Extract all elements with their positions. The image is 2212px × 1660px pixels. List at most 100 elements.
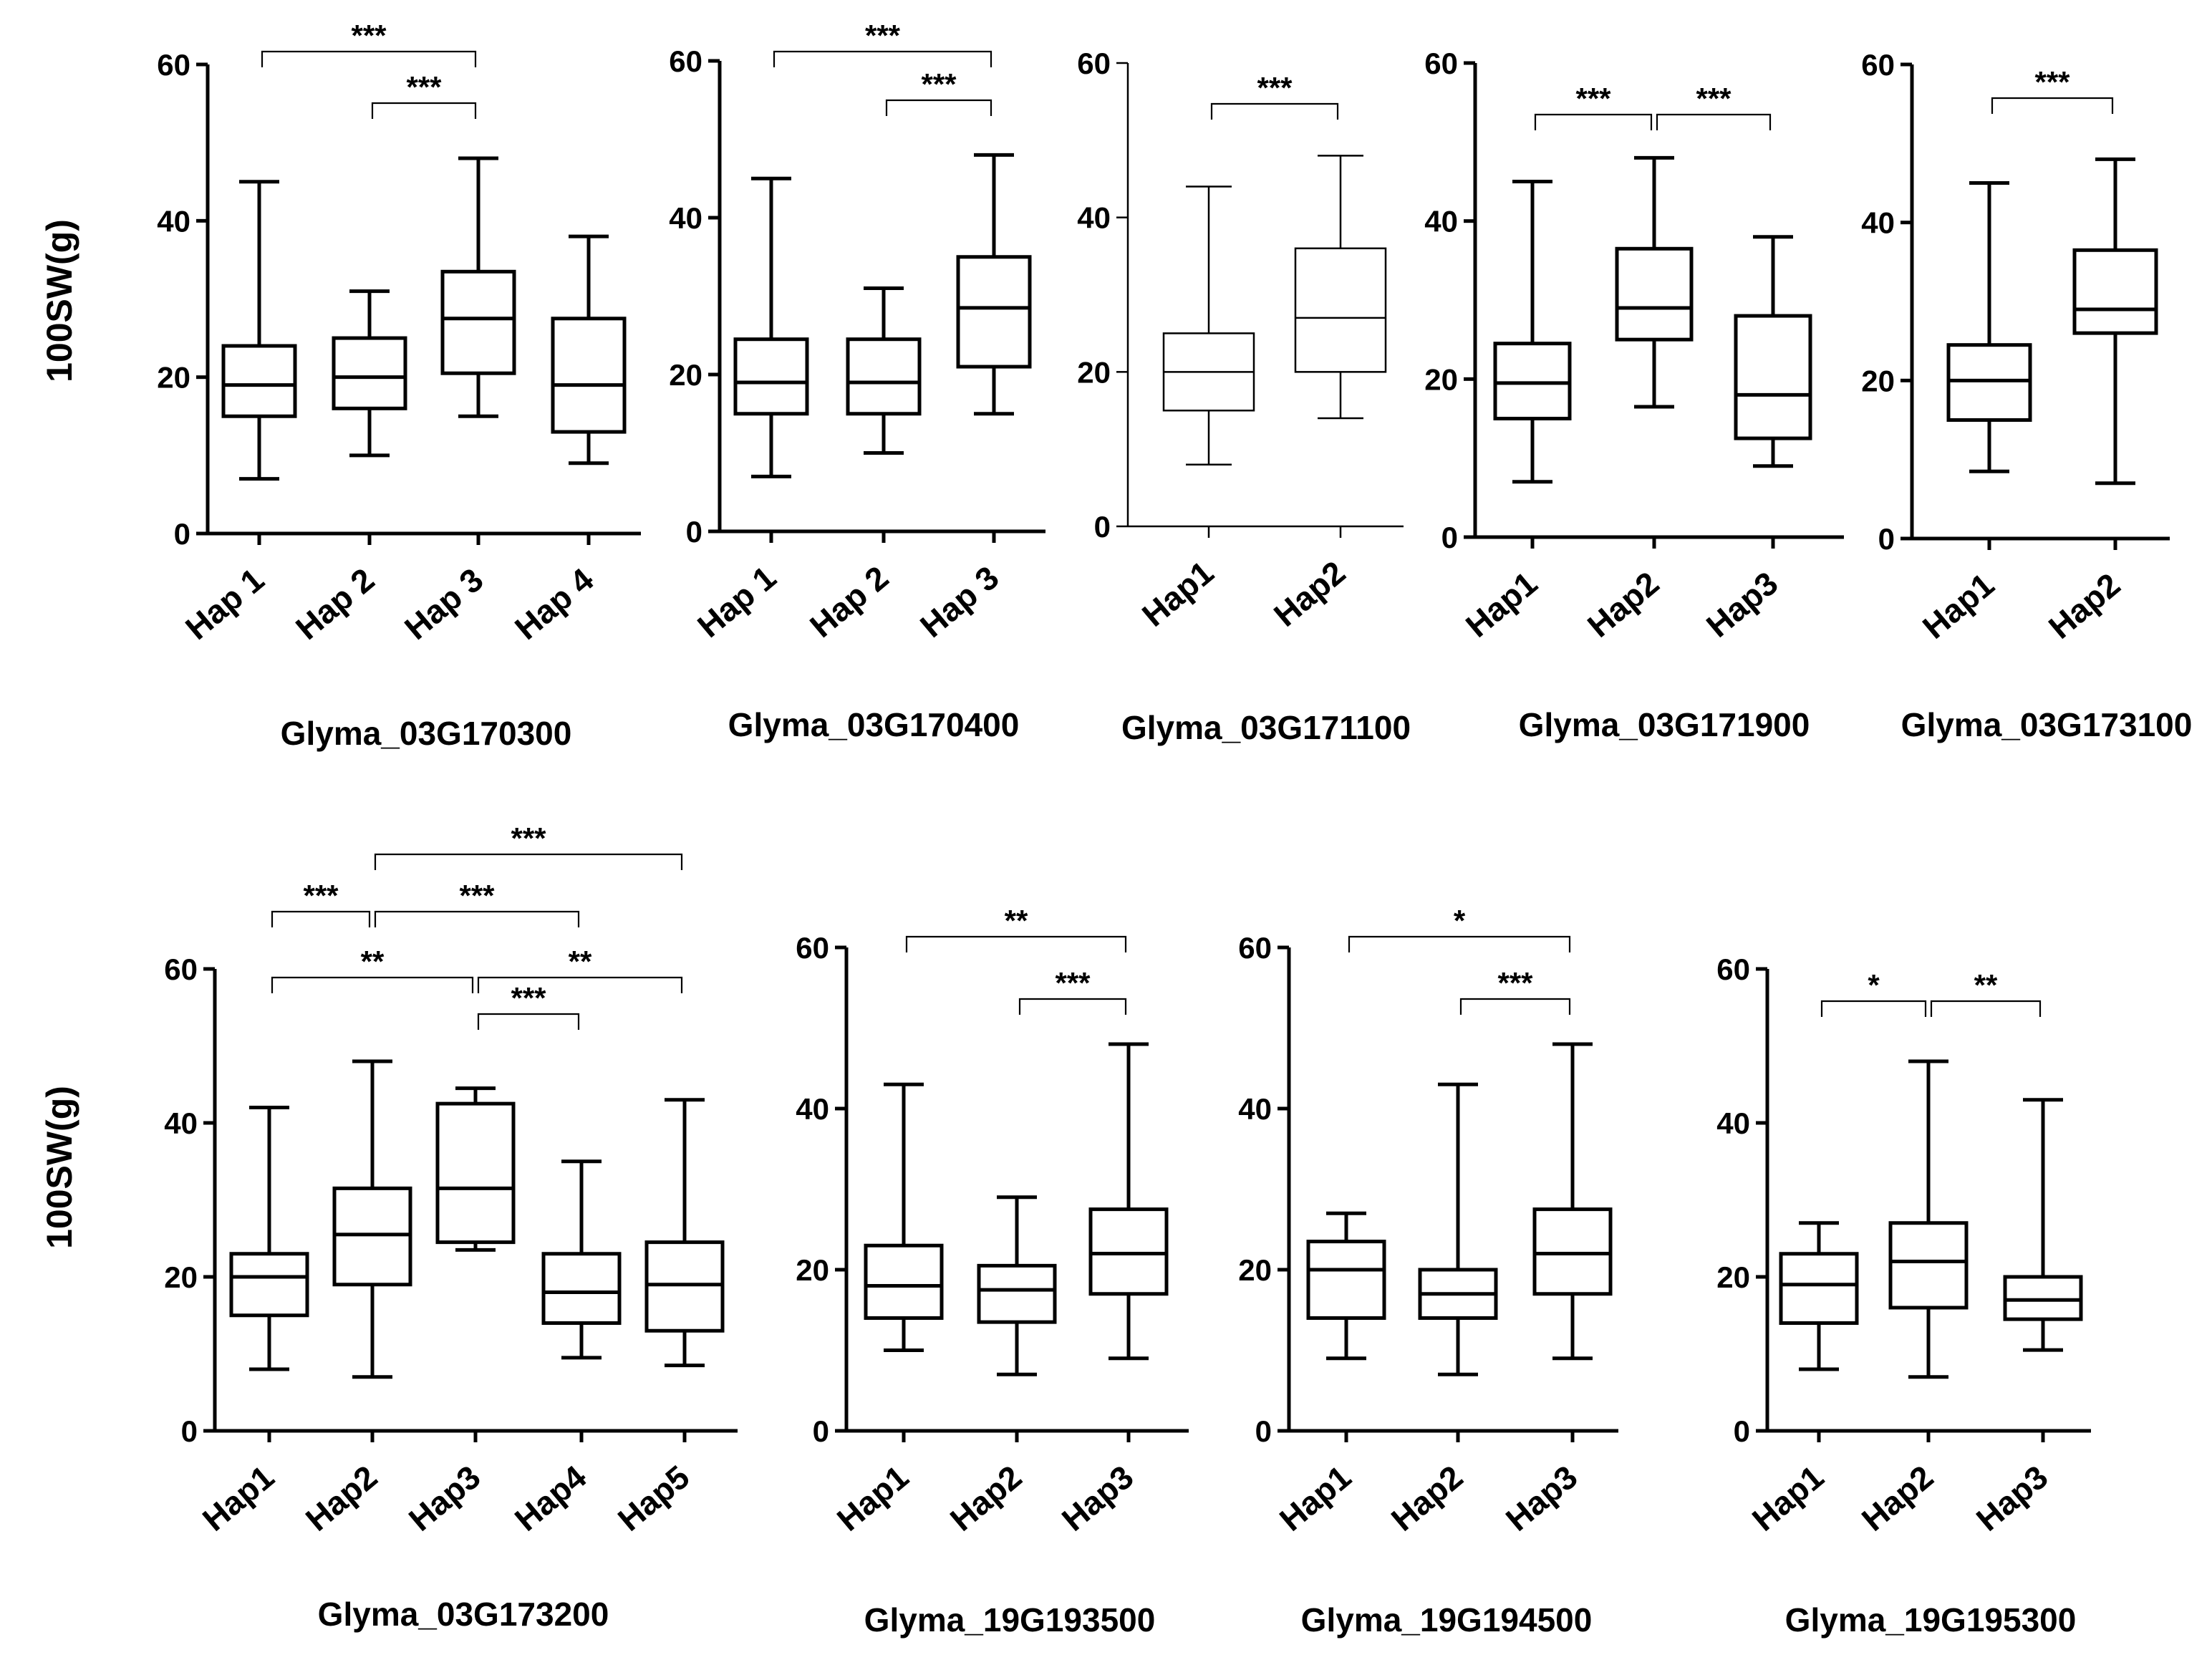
y-tick-label: 60	[796, 931, 829, 965]
iqr-box	[1779, 1252, 1859, 1325]
bracket-line	[905, 935, 1127, 952]
x-tick-label: Hap 4	[508, 561, 601, 647]
box-2	[846, 286, 922, 455]
box-2	[332, 289, 407, 458]
significance-bracket: ***	[1656, 82, 1772, 130]
bracket-line	[271, 976, 474, 993]
x-tick-label: Hap 3	[397, 561, 490, 647]
box-2	[332, 1059, 412, 1379]
bracket-line	[374, 853, 683, 870]
box-1	[221, 180, 297, 481]
iqr-box	[1532, 1207, 1613, 1296]
y-tick-label: 40	[669, 201, 702, 235]
bracket-line	[1459, 998, 1571, 1015]
significance-label: **	[1005, 904, 1028, 937]
chart-panel-1: 0 20 40 60 Hap 1 Hap 2 Hap 3 Hap 4 *** *** Glyma_0…	[157, 19, 641, 752]
significance-bracket: ***	[371, 70, 477, 119]
bracket-line	[371, 102, 477, 119]
iqr-box	[551, 317, 627, 434]
iqr-box	[956, 255, 1032, 369]
significance-label: ***	[459, 879, 495, 912]
y-tick-label: 60	[669, 44, 702, 78]
significance-label: ***	[1257, 71, 1293, 105]
box-2	[1294, 155, 1387, 420]
significance-bracket: ***	[1459, 966, 1571, 1015]
x-tick-label: Hap2	[943, 1458, 1029, 1538]
x-tick-label: Hap2	[1855, 1458, 1941, 1538]
y-tick-label: 0	[1734, 1414, 1750, 1448]
y-tick-label: 0	[1441, 521, 1458, 554]
y-tick-label: 60	[164, 952, 198, 986]
iqr-box	[221, 344, 297, 418]
x-tick-label: Hap 2	[803, 559, 895, 645]
x-tick-label: Hap 3	[913, 559, 1005, 645]
bracket-line	[1348, 935, 1571, 952]
box-2	[1418, 1082, 1498, 1376]
x-tick-label: Hap1	[830, 1458, 916, 1538]
gene-title: Glyma_03G173200	[318, 1596, 609, 1633]
y-tick-label: 60	[1077, 47, 1111, 80]
box-1	[1306, 1211, 1386, 1361]
box-1	[1162, 185, 1255, 465]
significance-label: ***	[1497, 966, 1533, 1000]
box-5	[644, 1098, 725, 1368]
bracket-line	[1991, 97, 2114, 114]
chart-panel-5: 0 20 40 60 Hap1 Hap2 *** Glyma_03G173100	[1861, 48, 2192, 743]
significance-label: *	[1868, 968, 1880, 1002]
box-2	[977, 1195, 1057, 1376]
significance-label: ***	[2034, 65, 2070, 99]
y-tick-label: 0	[174, 517, 190, 551]
box-3	[2003, 1098, 2083, 1352]
gene-title: Glyma_03G170400	[728, 706, 1020, 743]
iqr-box	[229, 1252, 309, 1318]
significance-label: ***	[921, 67, 957, 101]
x-tick-label: Hap3	[1969, 1458, 2055, 1538]
significance-bracket: **	[1930, 968, 2042, 1017]
iqr-box	[1493, 342, 1572, 420]
y-tick-label: 60	[1861, 48, 1895, 82]
significance-label: ***	[1696, 82, 1732, 115]
gene-title: Glyma_19G194500	[1301, 1601, 1593, 1639]
significance-label: ***	[406, 70, 442, 104]
x-tick-label: Hap2	[299, 1458, 385, 1538]
bracket-line	[477, 1013, 580, 1030]
iqr-box	[435, 1101, 516, 1245]
x-tick-label: Hap2	[1267, 554, 1353, 634]
significance-bracket: ***	[477, 981, 580, 1030]
box-3	[1088, 1042, 1169, 1361]
iqr-box	[1306, 1240, 1386, 1320]
box-1	[229, 1106, 309, 1371]
significance-label: **	[361, 945, 385, 978]
x-tick-label: Hap 2	[289, 561, 381, 647]
bracket-line	[374, 910, 580, 927]
y-tick-label: 0	[1878, 522, 1895, 556]
y-tick-label: 60	[1238, 931, 1272, 965]
box-4	[551, 234, 627, 465]
x-tick-label: Hap3	[1055, 1458, 1141, 1538]
bracket-line	[1018, 998, 1127, 1015]
significance-label: ***	[511, 821, 546, 855]
y-tick-label: 20	[796, 1253, 829, 1287]
y-tick-label: 20	[1077, 355, 1111, 389]
gene-title: Glyma_19G195300	[1785, 1601, 2077, 1639]
x-tick-label: Hap1	[1272, 1458, 1358, 1538]
iqr-box	[1615, 246, 1694, 342]
y-tick-label: 60	[157, 48, 190, 82]
x-tick-label: Hap2	[1580, 564, 1666, 645]
x-tick-label: Hap1	[195, 1458, 281, 1538]
y-tick-label: 40	[1424, 205, 1458, 238]
significance-label: **	[1974, 968, 1998, 1002]
box-3	[1532, 1042, 1613, 1361]
bracket-line	[885, 99, 992, 116]
iqr-box	[1946, 343, 2032, 422]
iqr-box	[864, 1243, 944, 1320]
y-tick-label: 40	[796, 1092, 829, 1126]
bracket-line	[1820, 1000, 1927, 1017]
box-3	[956, 153, 1032, 416]
